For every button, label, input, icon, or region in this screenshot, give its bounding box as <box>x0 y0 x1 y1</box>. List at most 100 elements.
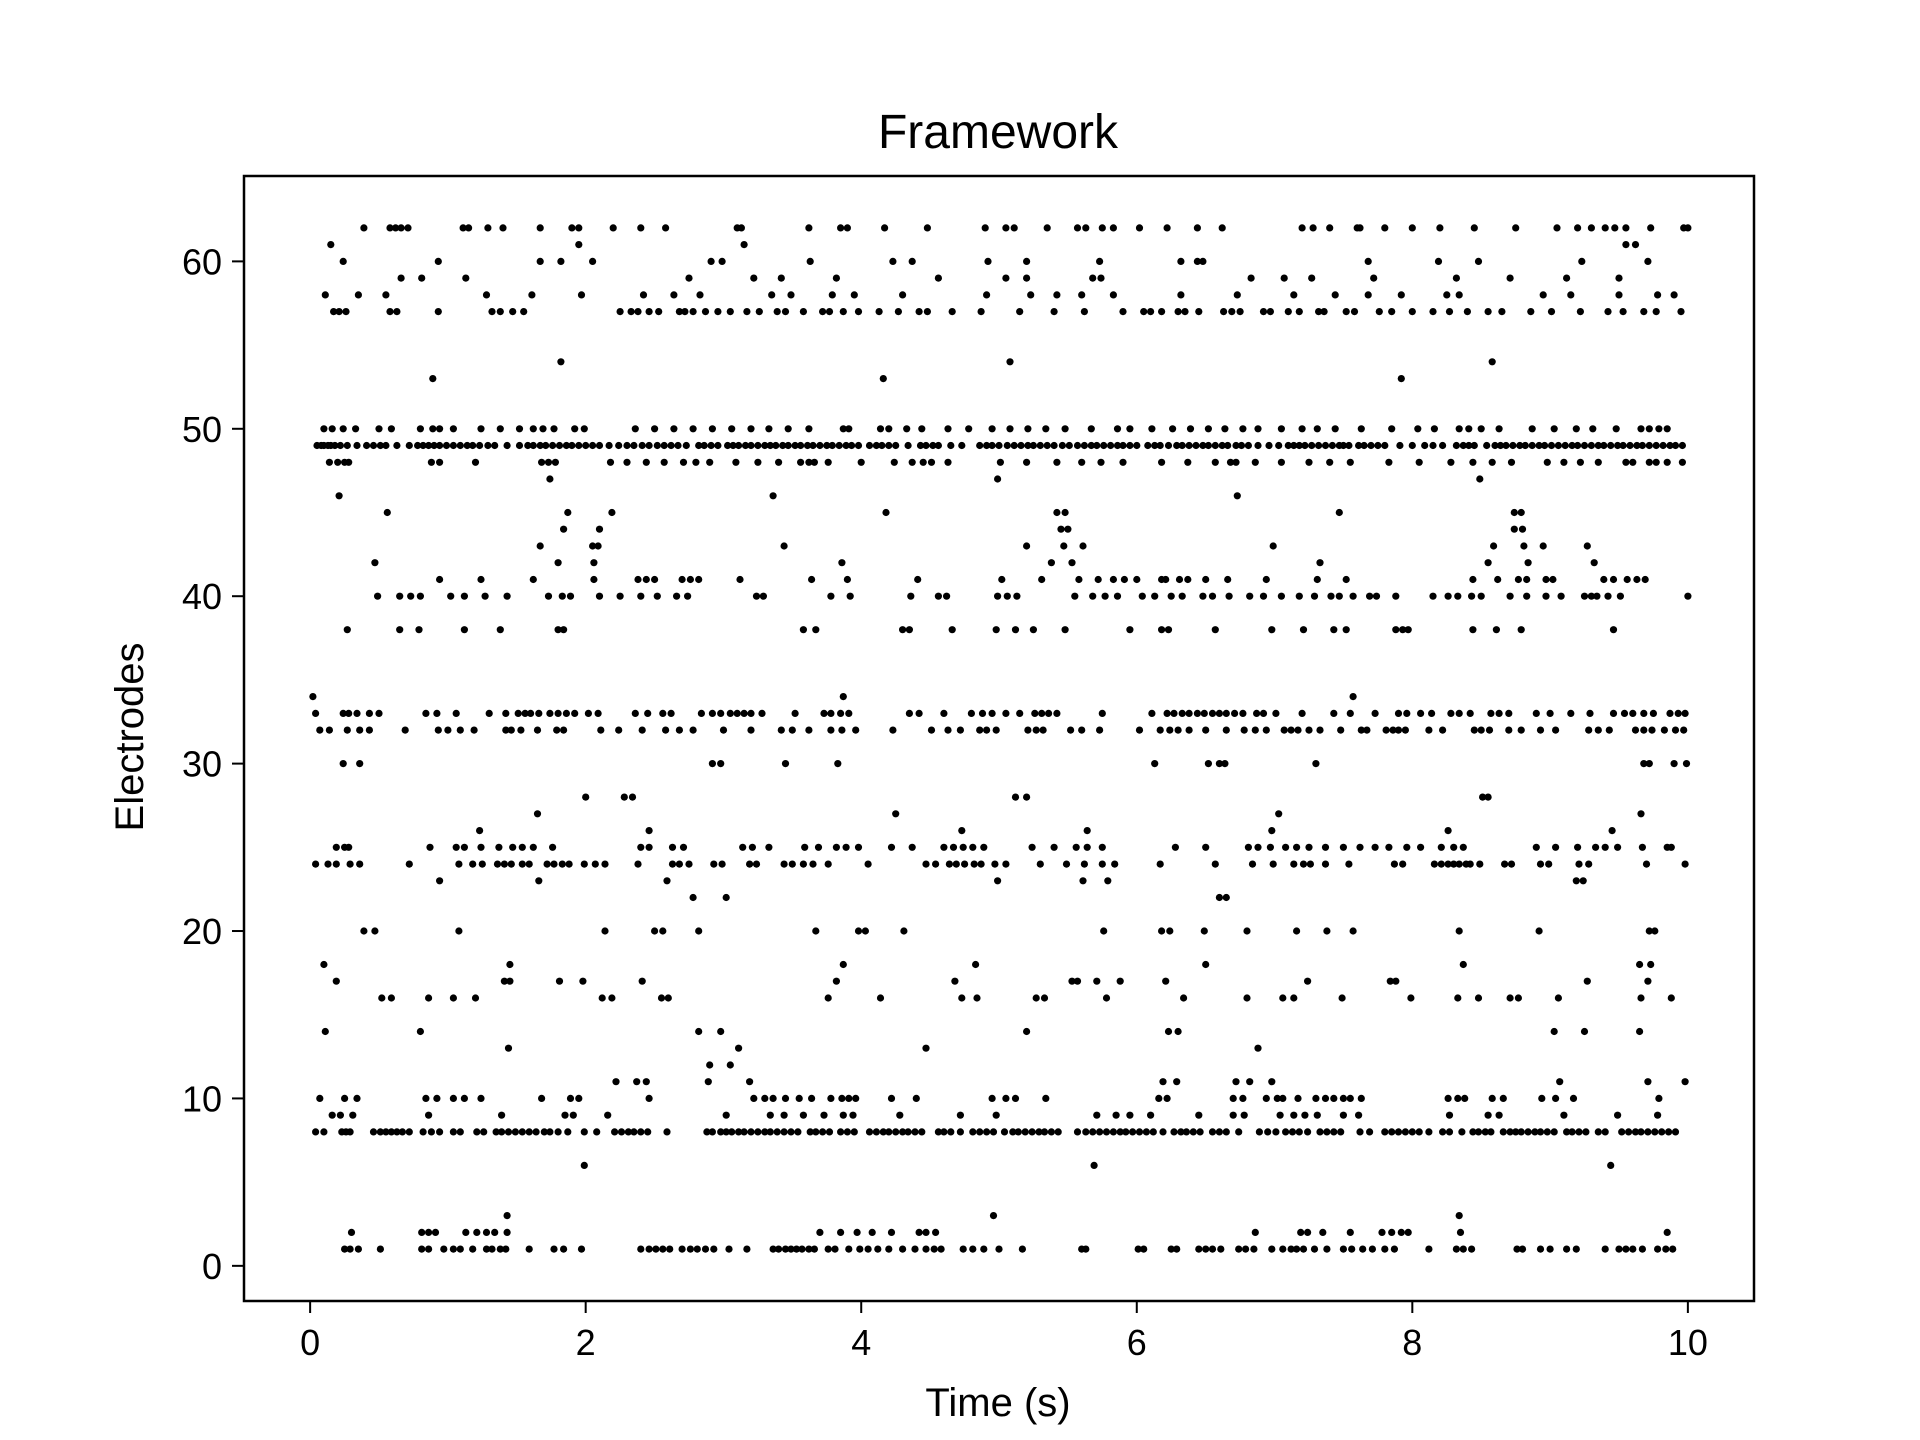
spike-dot <box>1582 1128 1590 1136</box>
spike-dot <box>1499 1128 1507 1136</box>
spike-dot <box>1546 1245 1554 1253</box>
spike-dot <box>846 592 854 600</box>
spike-dot <box>940 1128 948 1136</box>
spike-dot <box>746 1078 754 1086</box>
spike-dot <box>1251 726 1259 734</box>
spike-dot <box>1469 458 1477 466</box>
spike-dot <box>589 542 597 550</box>
spike-dot <box>890 458 898 466</box>
spike-dot <box>740 241 748 249</box>
spike-dot <box>1031 709 1039 718</box>
spike-dot <box>312 709 320 718</box>
spike-dot <box>371 559 379 567</box>
spike-dot <box>696 291 704 299</box>
spike-dot <box>1576 458 1584 466</box>
spike-dot <box>1232 441 1240 450</box>
spike-dot <box>1447 458 1455 466</box>
spike-dot <box>471 994 480 1002</box>
spike-dot <box>1455 927 1463 935</box>
spike-dot <box>1417 843 1425 851</box>
spike-dot <box>1276 1111 1284 1119</box>
spike-dot <box>1574 843 1582 851</box>
spike-dot <box>868 1228 876 1236</box>
spike-dot <box>1244 843 1252 851</box>
spike-dot <box>1444 827 1452 835</box>
spike-dot <box>835 441 843 450</box>
spike-dot <box>1259 308 1268 316</box>
spike-dot <box>1330 626 1338 634</box>
spike-dot <box>376 441 384 450</box>
spike-dot <box>1199 257 1207 265</box>
spike-dot <box>1102 994 1111 1002</box>
spike-dot <box>1455 709 1463 718</box>
spike-dot <box>1202 1245 1210 1253</box>
spike-dot <box>1215 760 1223 768</box>
spike-dot <box>1218 441 1226 450</box>
spike-dot <box>707 441 715 450</box>
spike-dot <box>1625 1128 1633 1136</box>
spike-dot <box>608 994 616 1002</box>
spike-dot <box>1547 441 1556 450</box>
spike-dot <box>1164 1027 1173 1036</box>
spike-dot <box>1390 860 1398 868</box>
spike-dot <box>1682 760 1691 768</box>
spike-dot <box>1068 559 1076 567</box>
spike-dot <box>717 1128 725 1136</box>
spike-dot <box>832 843 841 851</box>
spike-dot <box>675 308 684 316</box>
spike-dot <box>506 977 514 985</box>
spike-dot <box>994 475 1002 483</box>
spike-dot <box>1112 1111 1120 1119</box>
spike-dot <box>722 1128 730 1136</box>
spike-dot <box>1444 592 1452 600</box>
spike-dot <box>1185 726 1193 734</box>
spike-dot <box>1553 224 1561 232</box>
spike-dot <box>491 1228 499 1236</box>
spike-dot <box>1109 291 1117 299</box>
spike-dot <box>595 592 604 600</box>
spike-dot <box>825 308 834 316</box>
spike-dot <box>1053 458 1061 466</box>
spike-dot <box>1101 592 1109 600</box>
spike-dot <box>722 893 730 902</box>
spike-dot <box>1144 441 1152 450</box>
spike-dot <box>1481 1128 1489 1136</box>
spike-dot <box>507 860 515 868</box>
spike-dot <box>1346 709 1354 718</box>
spike-dot <box>1301 1111 1309 1119</box>
spike-dot <box>1251 1228 1259 1236</box>
spike-dot <box>1647 960 1655 969</box>
spike-dot <box>958 441 966 450</box>
spike-dot <box>726 1061 734 1069</box>
spike-dot <box>887 1228 896 1236</box>
spike-dot <box>1404 626 1412 634</box>
spike-dot <box>667 709 675 718</box>
spike-dot <box>1156 726 1164 734</box>
spike-dot <box>1667 994 1675 1002</box>
spike-dot <box>1609 626 1618 634</box>
spike-dot <box>726 709 734 718</box>
spike-dot <box>1111 860 1119 868</box>
spike-dot <box>922 1228 930 1236</box>
spike-dot <box>1663 1228 1671 1236</box>
spike-dot <box>994 592 1002 600</box>
spike-dot <box>1506 592 1514 600</box>
spike-dot <box>1239 425 1247 433</box>
spike-dot <box>1266 308 1274 316</box>
spike-dot <box>1585 726 1593 734</box>
spike-dot <box>915 709 923 718</box>
spike-dot <box>1090 1161 1098 1169</box>
spike-dot <box>316 1094 324 1102</box>
spike-dot <box>1280 274 1288 282</box>
spike-dot <box>1644 977 1652 985</box>
spike-dot <box>805 726 813 734</box>
spike-dot <box>1078 291 1086 299</box>
spike-dot <box>1280 726 1288 734</box>
spike-dot <box>662 224 670 232</box>
spike-dot <box>1174 726 1182 734</box>
spike-dot <box>1455 860 1463 868</box>
spike-dot <box>991 860 999 868</box>
spike-dot <box>1575 860 1583 868</box>
